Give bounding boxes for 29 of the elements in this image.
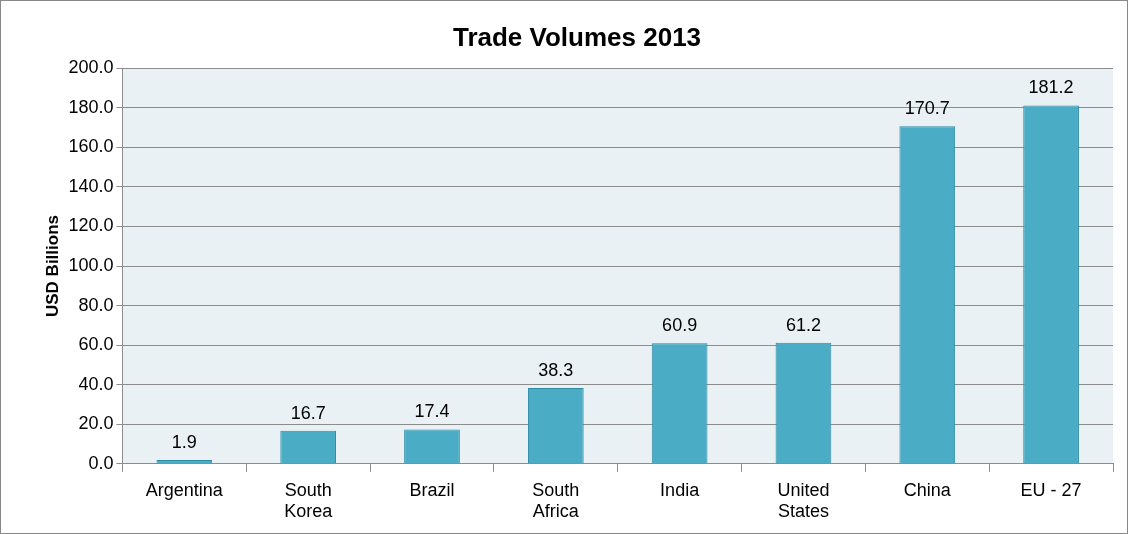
data-label: 181.2: [1028, 77, 1074, 98]
data-label: 17.4: [414, 401, 450, 422]
data-label: 16.7: [290, 402, 326, 423]
y-tick-label: 160.0: [68, 136, 114, 157]
y-tick-label: 140.0: [68, 175, 114, 196]
y-tick-label: 180.0: [68, 96, 114, 117]
x-tick-label: EU - 27: [1020, 479, 1082, 500]
y-axis-title: USD Billions: [42, 214, 62, 318]
chart-title: Trade Volumes 2013: [452, 21, 702, 52]
data-label: 1.9: [171, 432, 197, 453]
y-tick-label: 120.0: [68, 215, 114, 236]
y-tick-label: 0.0: [88, 452, 114, 473]
y-tick-label: 20.0: [78, 413, 114, 434]
x-tick-label: South Korea: [284, 479, 334, 522]
y-tick-label: 60.0: [78, 334, 114, 355]
x-tick-label: China: [903, 479, 952, 500]
data-label: 38.3: [538, 360, 574, 381]
y-tick-label: 100.0: [68, 254, 114, 275]
x-tick-label: United States: [777, 479, 830, 522]
x-tick-label: South Africa: [532, 479, 580, 522]
y-tick-label: 200.0: [68, 57, 114, 78]
data-label: 170.7: [904, 98, 950, 119]
y-tick-label: 40.0: [78, 373, 114, 394]
x-tick-label: India: [660, 479, 701, 500]
y-tick-label: 80.0: [78, 294, 114, 315]
data-label: 60.9: [662, 315, 698, 336]
x-tick-label: Brazil: [409, 479, 455, 500]
x-tick-label: Argentina: [145, 479, 224, 500]
data-label: 61.2: [785, 314, 821, 335]
